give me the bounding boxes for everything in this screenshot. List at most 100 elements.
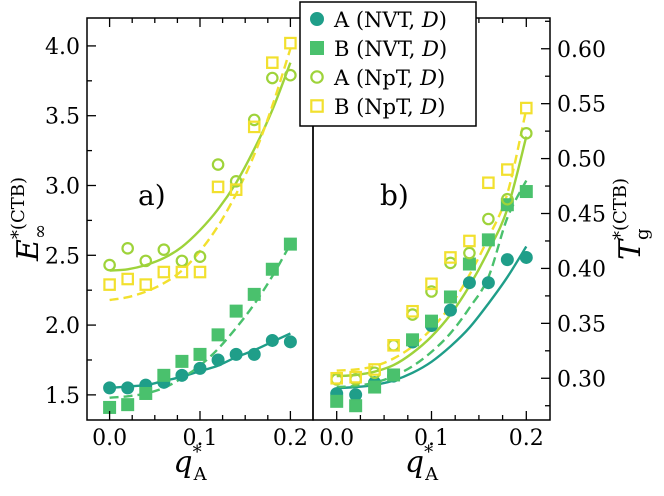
data-point (349, 388, 363, 402)
data-point (284, 68, 297, 82)
y-label-sub: g (632, 228, 653, 240)
y-label-sup: *(CTB) (610, 178, 631, 240)
y-tick-label: 0.45 (557, 203, 606, 228)
data-point (265, 333, 279, 347)
legend-box (299, 1, 477, 127)
legend-entry: B (NVT, D) (310, 37, 447, 61)
y-label-main: E (11, 239, 46, 262)
data-point (330, 394, 344, 408)
data-point (175, 368, 189, 382)
data-point (368, 363, 381, 376)
y-tick-label: 0.50 (557, 148, 606, 173)
legend-label-close: ) (439, 8, 447, 32)
y-tick-label: 0.55 (557, 93, 606, 118)
data-point (121, 381, 135, 395)
data-point (193, 250, 207, 263)
x-label-sup: * (424, 442, 433, 463)
data-point (500, 253, 514, 267)
data-point (387, 339, 400, 352)
data-point (501, 163, 514, 176)
data-point (266, 71, 279, 85)
y-tick-label: 4.0 (45, 35, 80, 60)
data-point (193, 265, 207, 279)
data-point (193, 361, 207, 375)
data-point (175, 354, 189, 368)
data-point (519, 185, 533, 199)
data-point (387, 368, 401, 382)
legend-marker (310, 70, 324, 84)
data-point (139, 254, 153, 268)
y-axis-label: T*(CTB)g (610, 178, 653, 260)
y-tick-label: 0.60 (557, 38, 606, 63)
plot-area (330, 101, 533, 413)
fit-line-3 (109, 62, 292, 272)
legend-label-italic: D (421, 8, 439, 32)
legend-label: B (NpT, D) (334, 95, 445, 119)
data-point (103, 381, 117, 395)
data-point (139, 386, 153, 400)
legend-label-italic: D (419, 95, 437, 119)
legend-label: A (NVT, D) (333, 8, 447, 32)
data-point (175, 254, 189, 268)
data-point (211, 353, 225, 367)
series-1 (103, 333, 297, 395)
data-point (482, 212, 495, 226)
data-point (443, 303, 457, 317)
data-point (463, 234, 476, 248)
series-2 (103, 237, 297, 414)
legend-label-text: A (NpT, (333, 66, 420, 90)
data-point (330, 371, 343, 385)
data-point (283, 237, 297, 251)
fit-line-2 (336, 180, 528, 389)
data-point (387, 339, 400, 352)
legend-label-close: ) (437, 95, 445, 119)
y-tick-label: 2.5 (45, 244, 80, 269)
y-tick-label: 3.5 (45, 105, 80, 130)
data-point (425, 285, 438, 298)
legend-entry: A (NpT, D) (310, 66, 445, 90)
legend-label-close: ) (439, 37, 447, 61)
legend-label: A (NpT, D) (333, 66, 445, 90)
data-point (501, 192, 514, 206)
data-point (481, 276, 495, 290)
data-point (211, 180, 225, 194)
data-point (229, 175, 243, 188)
data-point (519, 101, 533, 115)
x-label-sub: A (424, 464, 439, 485)
legend-label-text: A (NVT, (333, 8, 422, 32)
y-label-sup: *(CTB) (8, 177, 29, 239)
data-point (283, 335, 297, 349)
x-tick-label: 0.1 (414, 426, 449, 451)
data-point (103, 278, 116, 291)
data-point (482, 176, 495, 190)
data-point (463, 246, 476, 260)
data-point (406, 333, 420, 347)
legend: A (NVT, D)B (NVT, D)A (NpT, D)B (NpT, D) (299, 1, 477, 127)
data-point (193, 347, 207, 361)
x-tick-label: 0.0 (319, 426, 354, 451)
legend-label-text: B (NpT, (334, 95, 420, 119)
legend-label: B (NVT, D) (334, 37, 447, 61)
y-tick-label: 0.40 (557, 257, 606, 282)
x-tick-label: 0.0 (92, 426, 127, 451)
legend-marker (310, 41, 324, 55)
panel-a: 0.0 0.1 0.2 1.5 2.0 2.5 3.0 3.5 4.0 q* A E*(CTB)∞ a) (8, 17, 314, 485)
legend-label-italic: D (421, 37, 439, 61)
data-point (349, 370, 362, 384)
data-point (349, 399, 363, 413)
data-point (211, 158, 225, 171)
legend-marker (310, 12, 324, 26)
data-point (211, 328, 225, 342)
data-point (425, 277, 438, 291)
data-point (425, 314, 438, 328)
x-label-sub: A (193, 464, 208, 485)
x-axis-label: q* A (173, 442, 207, 485)
legend-entry: B (NpT, D) (310, 95, 445, 119)
data-point (229, 304, 243, 318)
data-point (368, 380, 382, 394)
y-tick-label: 1.5 (45, 384, 80, 409)
data-point (266, 56, 279, 69)
series-4 (330, 101, 533, 385)
